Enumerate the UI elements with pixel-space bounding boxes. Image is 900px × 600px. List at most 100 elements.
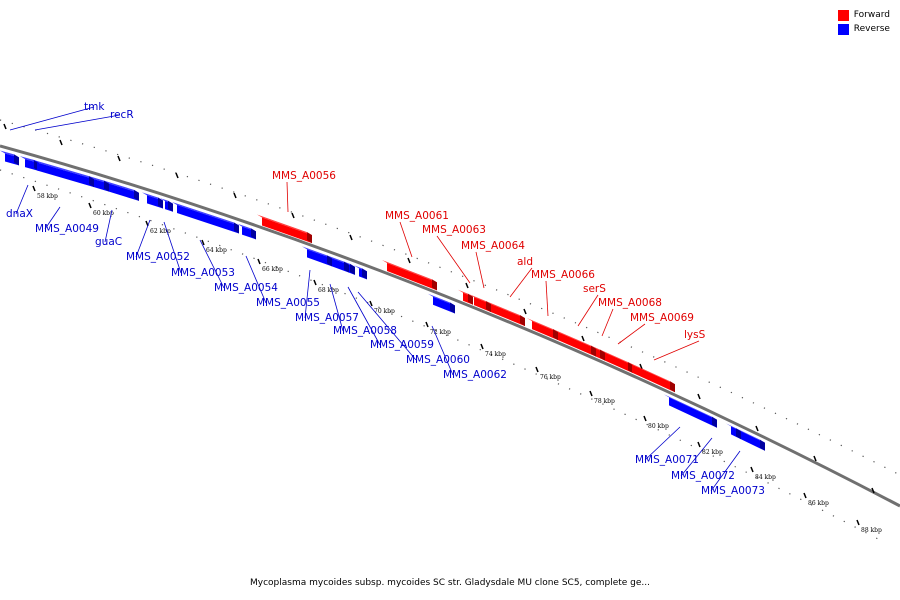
ruler-tick-mark	[32, 185, 36, 192]
forward-tick-mark	[59, 139, 63, 146]
ruler-tick-label: 78 kbp	[594, 398, 615, 405]
reverse-gene-block[interactable]	[726, 423, 741, 440]
leader-line	[653, 340, 700, 361]
ruler-tick-mark	[535, 366, 539, 373]
reverse-gene-block[interactable]	[327, 255, 349, 273]
ruler-tick-label: 60 kbp	[93, 210, 114, 217]
ruler-tick-label: 62 kbp	[150, 228, 171, 235]
forward-gene-block[interactable]	[600, 349, 633, 374]
reverse-gene-block[interactable]	[172, 201, 239, 234]
ruler-tick-mark	[369, 300, 373, 307]
gene-label[interactable]: MMS_A0069	[630, 312, 694, 324]
leader-line	[9, 106, 95, 131]
forward-gene-block[interactable]	[527, 318, 558, 341]
ruler-tick-label: 76 kbp	[540, 374, 561, 381]
gene-label[interactable]: MMS_A0063	[422, 224, 486, 236]
ruler-tick-mark	[313, 279, 317, 286]
forward-tick-mark	[697, 393, 701, 400]
gene-label[interactable]: MMS_A0049	[35, 223, 99, 235]
forward-gene-block[interactable]	[382, 259, 437, 291]
gene-label[interactable]: MMS_A0068	[598, 297, 662, 309]
leader-line	[601, 308, 614, 337]
leader-line	[436, 235, 471, 284]
reverse-gene-block[interactable]	[736, 428, 765, 451]
gene-label[interactable]: guaC	[95, 236, 122, 248]
forward-gene-block[interactable]	[627, 361, 675, 393]
forward-gene-block[interactable]	[469, 294, 491, 313]
reverse-gene-block[interactable]	[428, 293, 455, 314]
reverse-gene-block[interactable]	[237, 223, 256, 240]
forward-gene-block[interactable]	[257, 214, 312, 244]
gene-label[interactable]: MMS_A0056	[272, 170, 336, 182]
reverse-gene-block[interactable]	[354, 265, 367, 280]
forward-tick-mark	[407, 257, 411, 264]
gene-label[interactable]: MMS_A0073	[701, 485, 765, 497]
forward-gene-block[interactable]	[458, 289, 473, 305]
gene-label[interactable]: MMS_A0071	[635, 454, 699, 466]
forward-tick-mark	[871, 487, 875, 494]
reverse-gene-block[interactable]	[32, 159, 94, 188]
ruler-tick-label: 70 kbp	[374, 308, 395, 315]
gene-label[interactable]: MMS_A0057	[295, 312, 359, 324]
ruler-tick-mark	[201, 239, 205, 246]
forward-tick-mark	[3, 123, 7, 130]
ruler-tick-label: 74 kbp	[485, 351, 506, 358]
ruler-tick-label: 72 kbp	[430, 329, 451, 336]
gene-label[interactable]: tmk	[84, 101, 105, 113]
reverse-swatch	[837, 23, 849, 35]
ruler-tick-mark	[697, 441, 701, 448]
ruler-tick-label: 64 kbp	[206, 247, 227, 254]
gene-label[interactable]: MMS_A0059	[370, 339, 434, 351]
reverse-gene-block[interactable]	[302, 246, 332, 267]
gene-label[interactable]: serS	[583, 283, 606, 295]
leader-line	[357, 291, 417, 361]
gene-label[interactable]: MMS_A0052	[126, 251, 190, 263]
leader-line	[34, 114, 121, 131]
gene-label[interactable]: ald	[517, 256, 533, 268]
gene-label[interactable]: recR	[110, 109, 134, 121]
reverse-gene-block[interactable]	[104, 180, 139, 201]
reverse-gene-block[interactable]	[664, 394, 717, 428]
reverse-gene-block[interactable]	[344, 261, 355, 275]
gene-label[interactable]: MMS_A0053	[171, 267, 235, 279]
ruler-tick-label: 86 kbp	[808, 500, 829, 507]
forward-gene-block[interactable]	[486, 301, 525, 327]
gene-label[interactable]: MMS_A0060	[406, 354, 470, 366]
gene-label[interactable]: lysS	[684, 329, 706, 341]
forward-tick-mark	[175, 172, 179, 179]
map-caption: Mycoplasma mycoides subsp. mycoides SC s…	[250, 578, 650, 588]
ruler-tick-label: 68 kbp	[318, 287, 339, 294]
leader-line	[710, 450, 741, 492]
ruler-tick-label: 58 kbp	[37, 193, 58, 200]
gene-label[interactable]: MMS_A0064	[461, 240, 525, 252]
forward-gene-block[interactable]	[591, 345, 605, 361]
gene-label[interactable]: dnaX	[6, 208, 33, 220]
gene-label[interactable]: MMS_A0072	[671, 470, 735, 482]
leader-line	[104, 209, 113, 243]
reverse-gene-block[interactable]	[0, 150, 19, 166]
ruler-tick-label: 66 kbp	[262, 266, 283, 273]
leader-line	[286, 181, 289, 213]
ruler-tick-label: 82 kbp	[702, 449, 723, 456]
reverse-gene-block[interactable]	[160, 198, 173, 212]
leader-line	[245, 255, 267, 304]
reverse-gene-block[interactable]	[20, 156, 39, 172]
reverse-gene-block[interactable]	[89, 176, 109, 192]
gene-label[interactable]: MMS_A0062	[443, 369, 507, 381]
gene-label[interactable]: MMS_A0054	[214, 282, 278, 294]
gene-label[interactable]: MMS_A0055	[256, 297, 320, 309]
gene-label[interactable]: MMS_A0058	[333, 325, 397, 337]
forward-tick-mark	[581, 335, 585, 342]
leader-line	[399, 221, 413, 258]
gene-label[interactable]: MMS_A0061	[385, 210, 449, 222]
forward-tick-mark	[813, 455, 817, 462]
ruler-tick-mark	[425, 321, 429, 328]
legend-reverse-label: Reverse	[853, 24, 890, 34]
legend-forward: Forward	[837, 8, 890, 22]
reverse-gene-block[interactable]	[142, 192, 163, 209]
gene-label[interactable]: MMS_A0066	[531, 269, 595, 281]
forward-gene-block[interactable]	[553, 329, 596, 357]
forward-tick-mark	[755, 425, 759, 432]
forward-tick-mark	[349, 234, 353, 241]
